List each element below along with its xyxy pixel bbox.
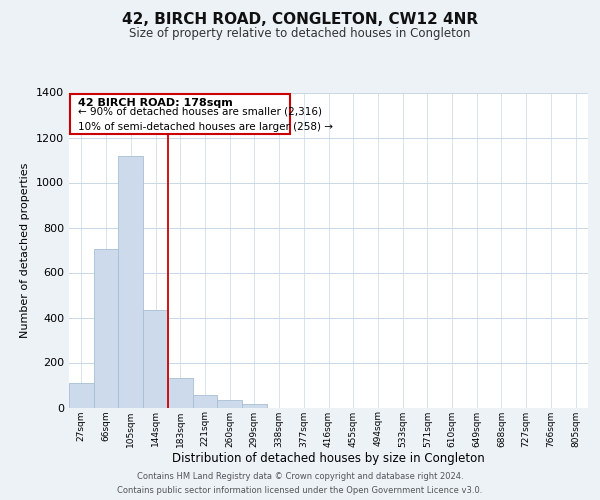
Text: Size of property relative to detached houses in Congleton: Size of property relative to detached ho… <box>129 28 471 40</box>
Text: Contains HM Land Registry data © Crown copyright and database right 2024.: Contains HM Land Registry data © Crown c… <box>137 472 463 481</box>
FancyBboxPatch shape <box>70 94 290 134</box>
Bar <box>217 400 242 407</box>
Y-axis label: Number of detached properties: Number of detached properties <box>20 162 31 338</box>
Text: 10% of semi-detached houses are larger (258) →: 10% of semi-detached houses are larger (… <box>78 122 333 132</box>
Text: Contains public sector information licensed under the Open Government Licence v3: Contains public sector information licen… <box>118 486 482 495</box>
Bar <box>69 383 94 407</box>
Text: ← 90% of detached houses are smaller (2,316): ← 90% of detached houses are smaller (2,… <box>78 107 322 117</box>
Bar <box>168 378 193 408</box>
Bar <box>94 248 118 408</box>
Bar <box>118 156 143 408</box>
Bar <box>242 404 267 407</box>
Bar <box>193 394 217 407</box>
Text: 42, BIRCH ROAD, CONGLETON, CW12 4NR: 42, BIRCH ROAD, CONGLETON, CW12 4NR <box>122 12 478 28</box>
X-axis label: Distribution of detached houses by size in Congleton: Distribution of detached houses by size … <box>172 452 485 465</box>
Bar <box>143 310 168 408</box>
Text: 42 BIRCH ROAD: 178sqm: 42 BIRCH ROAD: 178sqm <box>78 98 233 108</box>
